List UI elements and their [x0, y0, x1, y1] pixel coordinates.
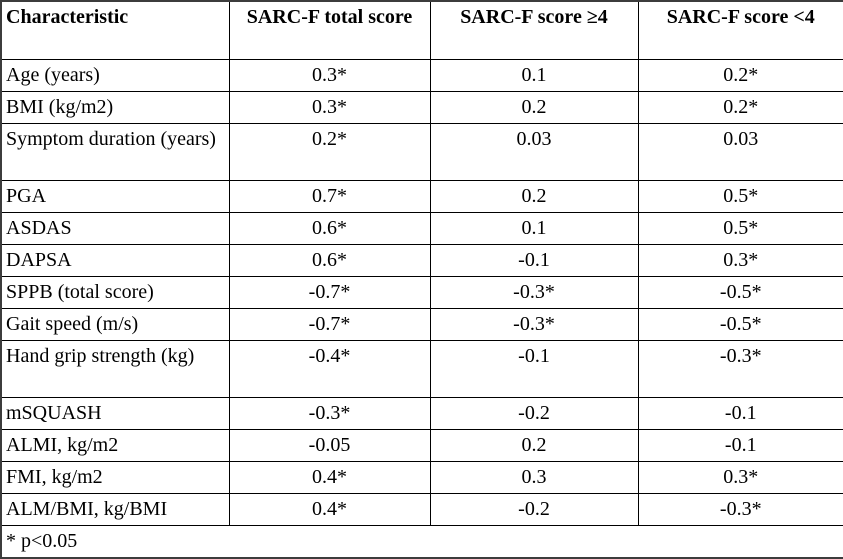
- table-row: Symptom duration (years) 0.2* 0.03 0.03: [0, 122, 843, 181]
- correlation-value: -0.05: [228, 428, 431, 462]
- correlation-value: -0.7*: [228, 275, 431, 309]
- correlation-value: 0.7*: [228, 179, 431, 213]
- table-row: BMI (kg/m2) 0.3* 0.2 0.2*: [0, 90, 843, 124]
- correlation-value: 0.2*: [637, 90, 843, 124]
- column-header-sarcf-score-lt4: SARC-F score <4: [637, 0, 843, 60]
- correlation-value: -0.1: [429, 243, 639, 277]
- correlation-value: 0.2*: [637, 58, 843, 92]
- correlation-value: -0.5*: [637, 307, 843, 341]
- table-row: ASDAS 0.6* 0.1 0.5*: [0, 211, 843, 245]
- correlation-value: -0.3*: [429, 307, 639, 341]
- characteristic-label: Symptom duration (years): [0, 122, 230, 181]
- correlation-value: 0.2: [429, 428, 639, 462]
- table-row: Gait speed (m/s) -0.7* -0.3* -0.5*: [0, 307, 843, 341]
- correlation-value: 0.03: [637, 122, 843, 181]
- correlation-value: -0.3*: [228, 396, 431, 430]
- correlation-value: -0.7*: [228, 307, 431, 341]
- table-row: ALMI, kg/m2 -0.05 0.2 -0.1: [0, 428, 843, 462]
- correlation-value: -0.1: [429, 339, 639, 398]
- correlation-value: 0.4*: [228, 492, 431, 526]
- characteristic-label: ASDAS: [0, 211, 230, 245]
- table-header-row: Characteristic SARC-F total score SARC-F…: [0, 0, 843, 60]
- correlation-value: 0.3*: [637, 460, 843, 494]
- correlation-value: 0.6*: [228, 243, 431, 277]
- correlation-value: -0.2: [429, 396, 639, 430]
- table-body: Age (years) 0.3* 0.1 0.2* BMI (kg/m2) 0.3* 0.2…: [0, 58, 843, 526]
- column-header-sarcf-score-ge4: SARC-F score ≥4: [429, 0, 639, 60]
- table-row: SPPB (total score) -0.7* -0.3* -0.5*: [0, 275, 843, 309]
- correlation-value: 0.1: [429, 58, 639, 92]
- characteristic-label: ALMI, kg/m2: [0, 428, 230, 462]
- table-row: ALM/BMI, kg/BMI 0.4* -0.2 -0.3*: [0, 492, 843, 526]
- characteristic-label: ALM/BMI, kg/BMI: [0, 492, 230, 526]
- characteristic-label: mSQUASH: [0, 396, 230, 430]
- table-row: Age (years) 0.3* 0.1 0.2*: [0, 58, 843, 92]
- correlation-value: 0.03: [429, 122, 639, 181]
- correlation-value: 0.1: [429, 211, 639, 245]
- correlation-value: -0.3*: [429, 275, 639, 309]
- correlation-value: 0.5*: [637, 211, 843, 245]
- characteristic-label: Hand grip strength (kg): [0, 339, 230, 398]
- column-header-characteristic: Characteristic: [0, 0, 230, 60]
- characteristic-label: PGA: [0, 179, 230, 213]
- table-row: mSQUASH -0.3* -0.2 -0.1: [0, 396, 843, 430]
- correlation-value: 0.3: [429, 460, 639, 494]
- characteristic-label: DAPSA: [0, 243, 230, 277]
- table-row: FMI, kg/m2 0.4* 0.3 0.3*: [0, 460, 843, 494]
- characteristic-label: Age (years): [0, 58, 230, 92]
- correlation-value: -0.1: [637, 428, 843, 462]
- column-header-sarcf-total-score: SARC-F total score: [228, 0, 431, 60]
- correlation-value: -0.3*: [637, 492, 843, 526]
- characteristic-label: BMI (kg/m2): [0, 90, 230, 124]
- correlation-value: 0.3*: [637, 243, 843, 277]
- correlation-value: -0.1: [637, 396, 843, 430]
- table-row: DAPSA 0.6* -0.1 0.3*: [0, 243, 843, 277]
- characteristic-label: SPPB (total score): [0, 275, 230, 309]
- correlation-value: -0.4*: [228, 339, 431, 398]
- characteristic-label: Gait speed (m/s): [0, 307, 230, 341]
- footnote-significance: * p<0.05: [0, 524, 843, 558]
- correlation-value: 0.3*: [228, 90, 431, 124]
- correlation-value: 0.2*: [228, 122, 431, 181]
- correlation-value: 0.3*: [228, 58, 431, 92]
- table-row: PGA 0.7* 0.2 0.5*: [0, 179, 843, 213]
- correlation-value: -0.2: [429, 492, 639, 526]
- correlation-value: 0.5*: [637, 179, 843, 213]
- table-row: Hand grip strength (kg) -0.4* -0.1 -0.3*: [0, 339, 843, 398]
- correlation-value: -0.5*: [637, 275, 843, 309]
- correlation-value: 0.4*: [228, 460, 431, 494]
- correlation-value: 0.2: [429, 90, 639, 124]
- footnote-row: * p<0.05: [0, 524, 843, 558]
- correlation-value: 0.2: [429, 179, 639, 213]
- characteristic-label: FMI, kg/m2: [0, 460, 230, 494]
- correlation-value: -0.3*: [637, 339, 843, 398]
- correlation-value: 0.6*: [228, 211, 431, 245]
